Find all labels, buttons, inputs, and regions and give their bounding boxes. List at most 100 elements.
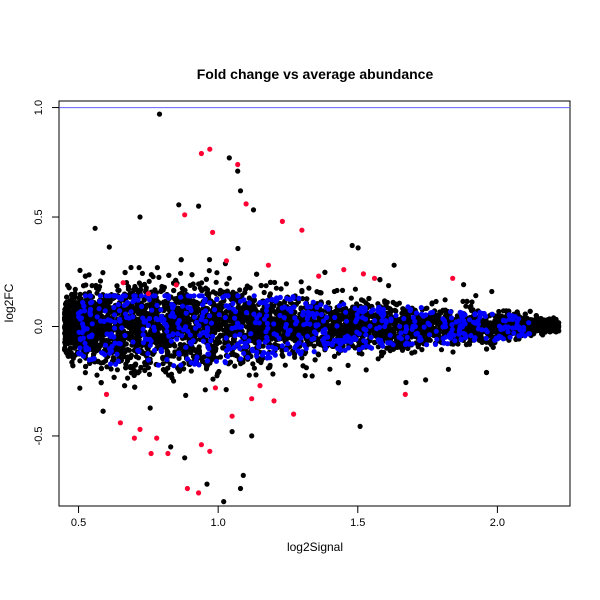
data-point-black <box>72 303 79 310</box>
data-point-black <box>98 365 104 372</box>
data-point-black <box>77 358 83 364</box>
data-point-black <box>348 295 354 301</box>
data-point-black <box>183 333 189 339</box>
data-point-black <box>213 279 219 285</box>
data-point-black <box>114 367 120 373</box>
data-point-black <box>533 313 539 319</box>
data-point-black <box>483 339 490 345</box>
data-point-black <box>278 286 284 292</box>
data-point-black <box>92 326 99 332</box>
data-point-black <box>187 282 193 288</box>
chart-title: Fold change vs average abundance <box>197 66 434 82</box>
data-point-black <box>77 385 83 391</box>
data-point-black <box>82 273 88 279</box>
data-point-black <box>254 271 260 277</box>
data-point-black <box>97 278 104 284</box>
data-point-black <box>142 367 148 374</box>
data-point-black <box>188 368 194 374</box>
data-point-black <box>327 366 333 372</box>
data-point-black <box>250 207 257 213</box>
data-point-black <box>261 289 267 296</box>
data-point-black <box>77 267 83 273</box>
data-point-black <box>298 305 304 311</box>
data-point-black <box>405 345 411 351</box>
data-point-black <box>352 286 358 292</box>
data-point-black <box>426 328 432 334</box>
data-point-black <box>375 356 381 362</box>
data-point-black <box>390 346 396 352</box>
data-point-black <box>202 387 208 393</box>
data-point-black <box>334 319 340 325</box>
data-point-black <box>172 349 178 355</box>
data-point-black <box>394 344 400 350</box>
data-point-black <box>315 352 322 358</box>
data-point-black <box>460 298 466 304</box>
data-point-black <box>133 321 139 327</box>
data-point-black <box>254 334 261 340</box>
data-point-black <box>267 364 273 370</box>
data-point-black <box>267 279 274 285</box>
data-point-black <box>299 287 305 294</box>
data-point-black <box>138 364 144 371</box>
data-point-black <box>91 351 97 358</box>
data-point-black <box>300 363 306 369</box>
data-point-black <box>92 225 98 231</box>
data-point-black <box>146 332 152 338</box>
data-point-black <box>176 368 183 374</box>
data-point-black <box>527 326 533 332</box>
data-point-black <box>195 308 201 315</box>
data-point-black <box>427 337 433 343</box>
data-point-black <box>110 355 116 361</box>
data-point-black <box>126 336 132 342</box>
data-point-black <box>309 373 315 379</box>
data-point-black <box>549 317 555 324</box>
data-point-black <box>349 315 355 321</box>
data-point-black <box>331 353 338 359</box>
data-point-black <box>81 283 87 289</box>
data-point-black <box>438 347 445 353</box>
data-point-black <box>125 347 131 353</box>
data-point-black <box>178 308 184 314</box>
data-point-black <box>210 289 216 295</box>
data-point-black <box>181 299 188 305</box>
data-point-black <box>335 329 341 335</box>
data-point-black <box>83 363 89 370</box>
data-point-black <box>100 327 106 333</box>
data-point-black <box>91 344 97 350</box>
data-point-black <box>100 408 106 414</box>
data-point-black <box>66 285 72 291</box>
data-point-black <box>251 365 257 371</box>
data-point-black <box>136 368 142 375</box>
data-point-black <box>91 340 97 346</box>
data-point-black <box>108 366 114 372</box>
data-point-black <box>339 287 346 293</box>
data-point-black <box>424 305 430 311</box>
data-point-black <box>232 363 238 369</box>
data-point-black <box>76 295 82 301</box>
data-point-black <box>464 298 470 304</box>
data-point-black <box>223 308 229 315</box>
data-point-black <box>247 296 253 302</box>
data-point-black <box>302 373 308 379</box>
data-point-black <box>106 244 112 250</box>
data-point-black <box>147 405 153 411</box>
data-point-black <box>168 353 174 359</box>
data-point-black <box>125 375 131 381</box>
data-point-black <box>95 310 101 316</box>
data-point-black <box>68 337 74 343</box>
data-point-black <box>226 316 233 322</box>
data-point-black <box>210 376 216 382</box>
data-point-black <box>82 370 88 376</box>
data-point-black <box>270 371 276 377</box>
data-point-black <box>465 328 471 334</box>
data-point-black <box>527 308 533 314</box>
data-point-black <box>212 322 219 328</box>
data-point-black <box>116 287 122 293</box>
data-point-black <box>160 287 166 293</box>
data-point-black <box>71 352 77 358</box>
data-point-black <box>72 334 78 340</box>
data-point-black <box>263 283 269 289</box>
data-point-black <box>433 298 439 305</box>
data-point-black <box>469 299 475 305</box>
